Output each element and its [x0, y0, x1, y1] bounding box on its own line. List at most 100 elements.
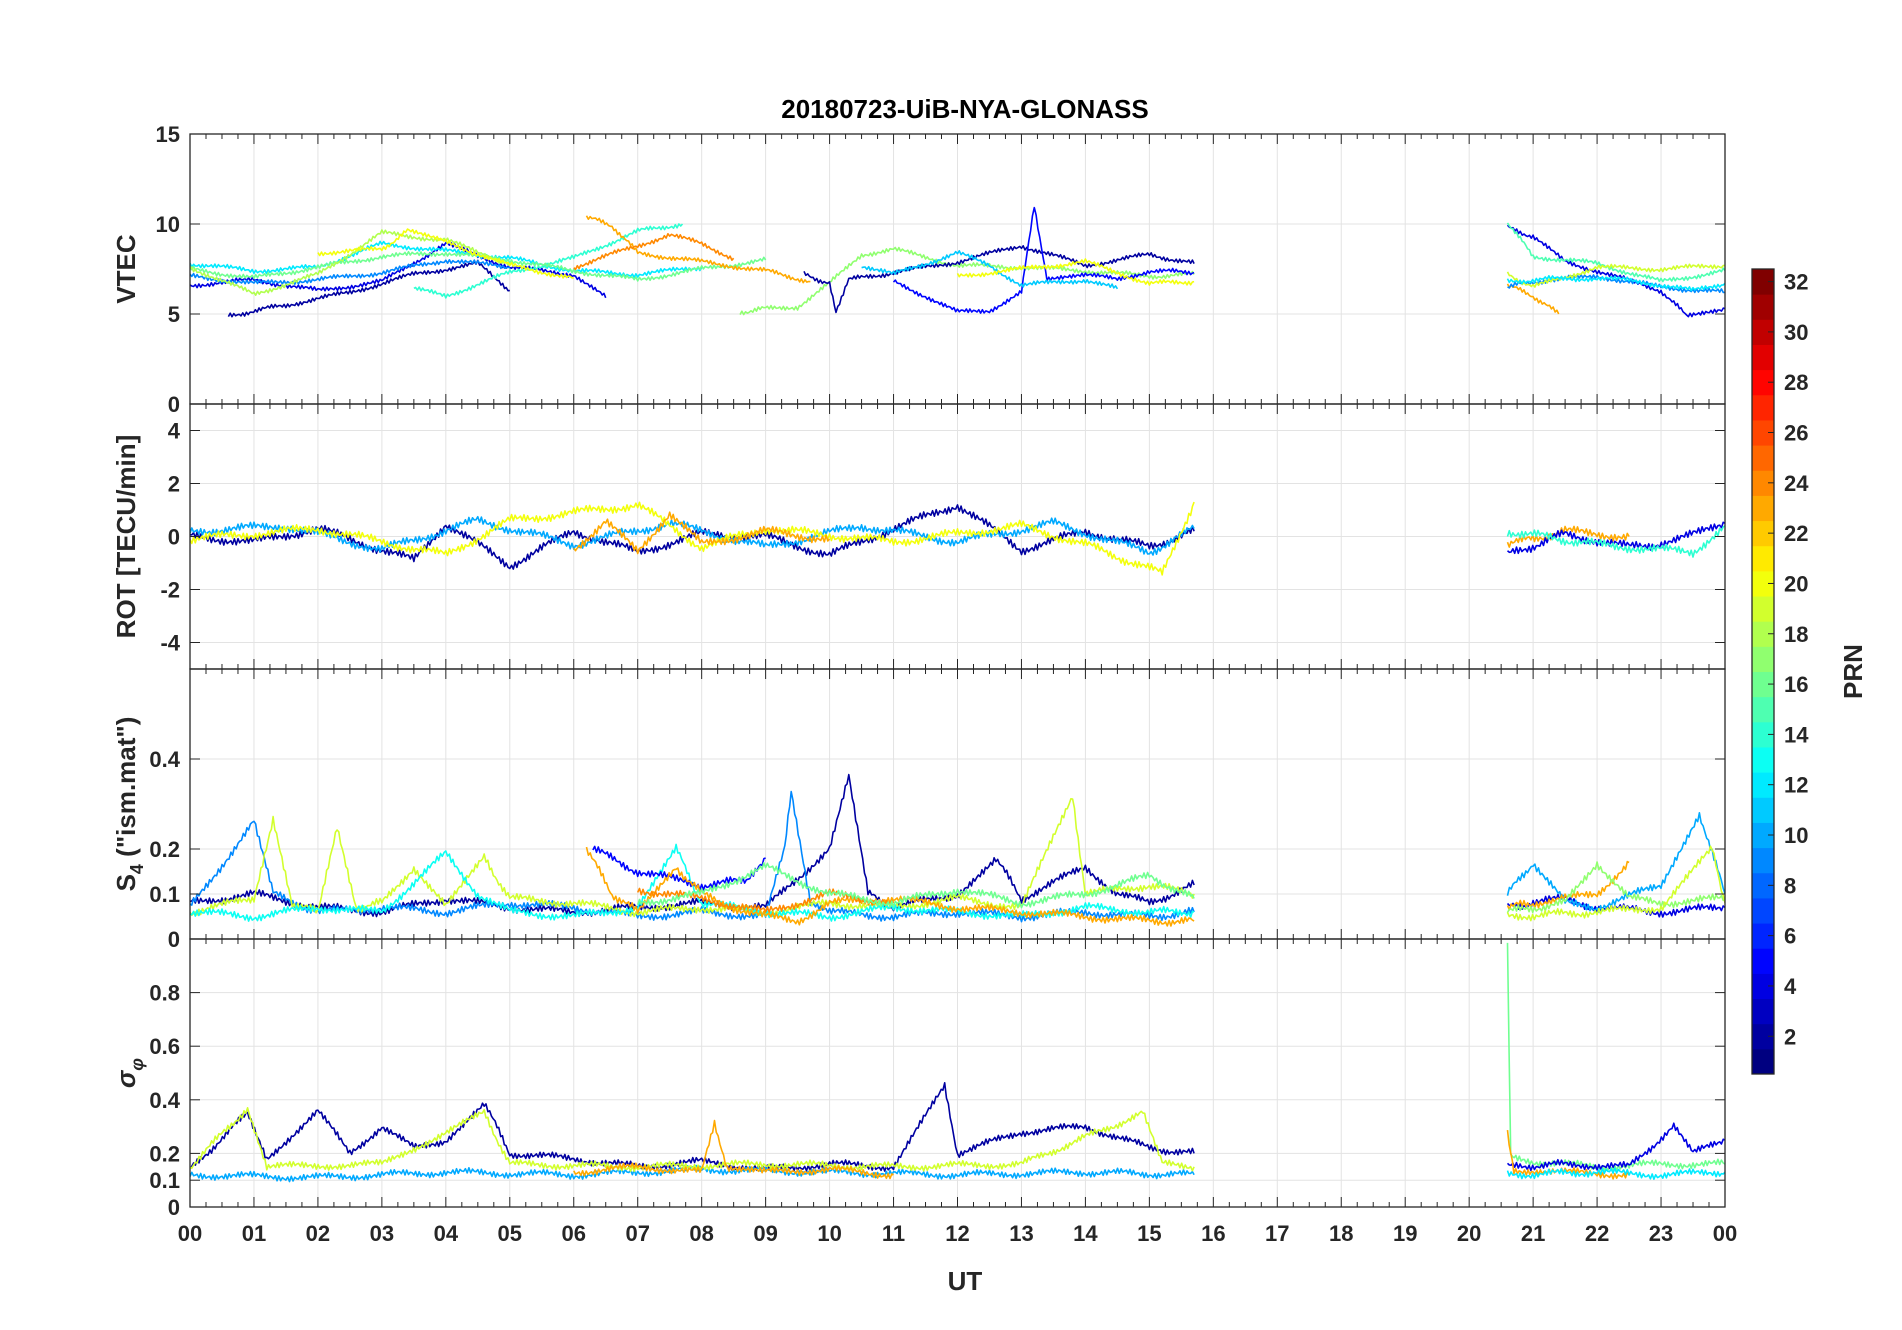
colorbar-bin	[1752, 948, 1774, 974]
trace-prn-20	[317, 228, 574, 279]
colorbar-bin	[1752, 394, 1774, 421]
traces-vtec	[190, 206, 1725, 318]
panel-s4: 00.10.20.4S4 ("ism.mat")	[111, 668, 1726, 952]
panel-vtec: 0 5 10 15 VTEC	[111, 122, 1726, 417]
x-tick-label: 18	[1329, 1221, 1353, 1246]
colorbar-bin	[1752, 696, 1774, 723]
colorbar-tick-label: 12	[1784, 773, 1808, 798]
trace-prn-18	[190, 229, 511, 297]
x-tick-label: 21	[1521, 1221, 1545, 1246]
trace-prn-2	[190, 1082, 1195, 1172]
x-tick-label: 02	[306, 1221, 330, 1246]
x-axis: 00 01 02 03 04 05 06 07 08 09 10 11 12 13 14 15 16 17 18 19…	[178, 1221, 1737, 1246]
y-tick-label: 0	[168, 1195, 180, 1220]
x-tick-label: 22	[1585, 1221, 1609, 1246]
colorbar-bin	[1752, 847, 1774, 874]
y-tick-label: 0.2	[149, 837, 180, 862]
y-tick-label: 0	[168, 525, 180, 550]
traces-s4	[190, 773, 1725, 927]
colorbar-tick-label: 22	[1784, 521, 1808, 546]
colorbar-bin	[1752, 721, 1774, 748]
y-tick-label: 0.4	[149, 747, 180, 772]
colorbar-label: PRN	[1838, 644, 1868, 699]
trace-prn-17	[739, 246, 1195, 316]
colorbar-bin	[1752, 746, 1774, 773]
trace-prn-16	[1506, 942, 1725, 1172]
trace-prn-5	[892, 206, 1195, 314]
colorbar-tick-label: 18	[1784, 622, 1808, 647]
colorbar-bin	[1752, 646, 1774, 672]
colorbar-tick-label: 28	[1784, 370, 1808, 395]
y-axis-title-main: S	[111, 874, 141, 891]
trace-prn-24	[636, 887, 895, 914]
colorbar-tick-label: 26	[1784, 421, 1808, 446]
y-tick-label: 0	[168, 392, 180, 417]
colorbar-bin	[1752, 1048, 1774, 1075]
x-tick-label: 08	[689, 1221, 713, 1246]
trace-prn-19	[190, 1107, 1195, 1172]
traces-rot	[190, 501, 1725, 576]
colorbar-bin	[1752, 1023, 1774, 1050]
y-tick-label: 2	[168, 472, 180, 497]
colorbar-bin	[1752, 419, 1774, 446]
y-axis-title: S4 ("ism.mat")	[111, 717, 147, 892]
x-tick-label: 09	[753, 1221, 777, 1246]
trace-prn-16	[636, 861, 1195, 909]
trace-prn-23	[573, 1119, 894, 1180]
colorbar-tick-label: 16	[1784, 672, 1808, 697]
trace-prn-24	[573, 233, 735, 271]
y-tick-label: 0.8	[149, 981, 180, 1006]
colorbar-frame	[1751, 268, 1775, 1075]
y-tick-label: -2	[160, 578, 180, 603]
trace-prn-10	[190, 515, 1195, 556]
trace-prn-4	[1506, 521, 1725, 555]
colorbar-bin	[1752, 269, 1774, 295]
trace-prn-23	[1506, 525, 1630, 548]
trace-prn-20	[956, 258, 1195, 286]
x-tick-label: 17	[1265, 1221, 1289, 1246]
x-tick-label: 07	[625, 1221, 649, 1246]
x-tick-label: 00	[1713, 1221, 1737, 1246]
panel-sigma_phi: 00.10.2 0.4 0.6 0.8 σφ	[111, 938, 1726, 1220]
trace-prn-5	[592, 845, 766, 891]
panel-rot: -4 -2 0 2 4 ROT [TECU/min]	[111, 403, 1726, 670]
trace-prn-17	[1506, 861, 1725, 914]
x-axis-title: UT	[948, 1266, 983, 1296]
y-axis-title-subscript: 4	[127, 864, 147, 874]
trace-prn-23	[585, 215, 811, 284]
y-tick-label: 0.6	[149, 1034, 180, 1059]
trace-prn-4	[1506, 893, 1725, 918]
trace-prn-19	[190, 797, 1195, 918]
y-tick-label: 4	[168, 419, 181, 444]
trace-prn-19	[1506, 263, 1725, 288]
traces-sigma_phi	[190, 942, 1725, 1183]
y-axis-title-main: σ	[111, 1069, 141, 1088]
x-tick-label: 15	[1137, 1221, 1161, 1246]
x-tick-label: 20	[1457, 1221, 1481, 1246]
y-axis-title-subscript: φ	[127, 1058, 147, 1071]
x-tick-label: 13	[1009, 1221, 1033, 1246]
trace-prn-4	[1506, 1122, 1725, 1172]
trace-prn-12	[1506, 1167, 1725, 1180]
x-tick-label: 11	[882, 1221, 905, 1246]
colorbar-bin	[1752, 520, 1774, 547]
trace-prn-2	[803, 245, 1195, 314]
colorbar-bin	[1752, 973, 1774, 1000]
x-tick-label: 12	[945, 1221, 969, 1246]
trace-prn-4	[1506, 224, 1725, 318]
colorbar-bin	[1752, 445, 1774, 471]
y-tick-label: 0.1	[149, 882, 180, 907]
y-axis-title-rest: ("ism.mat")	[111, 717, 141, 864]
y-axis-title: ROT [TECU/min]	[111, 435, 141, 639]
colorbar-bin	[1752, 294, 1774, 320]
trace-prn-15	[1506, 222, 1725, 283]
colorbar-bin	[1752, 470, 1774, 496]
x-tick-label: 14	[1073, 1221, 1098, 1246]
y-tick-label: 0.2	[149, 1141, 180, 1166]
x-tick-label: 10	[817, 1221, 841, 1246]
x-tick-label: 01	[242, 1221, 266, 1246]
x-tick-label: 03	[370, 1221, 394, 1246]
